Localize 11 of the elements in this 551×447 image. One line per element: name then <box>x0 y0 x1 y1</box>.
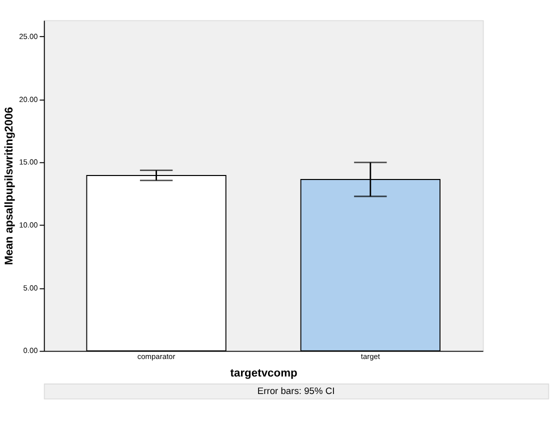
text: Error bars: 95% CI <box>257 386 335 396</box>
y-tick-label: 15.00 <box>19 158 38 167</box>
x-tick-label: comparator <box>137 352 176 361</box>
y-tick-label: 0.00 <box>23 346 38 356</box>
y-axis-title: Mean apsallpupilswriting2006 <box>4 107 16 265</box>
y-tick-label: 5.00 <box>23 283 38 292</box>
y-tick-label: 20.00 <box>19 94 38 104</box>
y-tick-label: 25.00 <box>19 32 38 41</box>
x-axis-title: targetvcomp <box>230 368 298 380</box>
y-tick-label: 10.00 <box>19 220 38 230</box>
x-tick-label: target <box>360 352 381 361</box>
